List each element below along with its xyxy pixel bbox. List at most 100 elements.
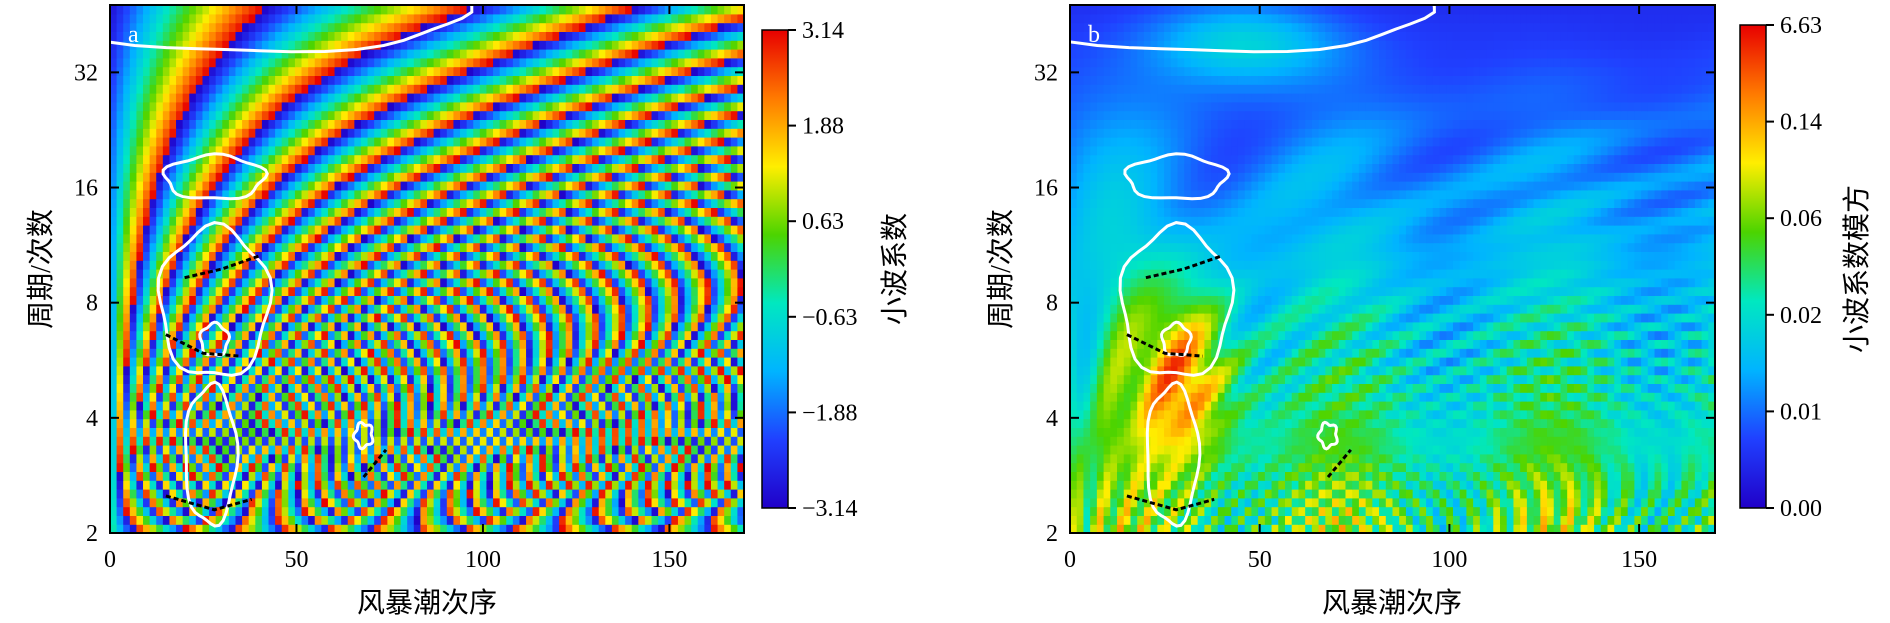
heatmap-cell	[499, 515, 507, 525]
heatmap-cell	[129, 480, 138, 490]
heatmap-cell	[189, 348, 197, 358]
heatmap-cell	[664, 383, 672, 393]
heatmap-cell	[605, 392, 613, 402]
heatmap-cell	[598, 427, 606, 437]
heatmap-cell	[202, 233, 210, 244]
heatmap-cell	[380, 374, 388, 384]
heatmap-cell	[565, 471, 573, 481]
heatmap-cell	[552, 75, 560, 85]
heatmap-cell	[512, 75, 521, 85]
heatmap-cell	[697, 313, 705, 323]
heatmap-cell	[275, 172, 283, 182]
heatmap-cell	[585, 330, 593, 340]
heatmap-cell	[407, 497, 415, 508]
heatmap-cell	[479, 330, 488, 340]
heatmap-cell	[327, 145, 336, 156]
heatmap-cell	[479, 374, 488, 384]
heatmap-cell	[347, 524, 355, 533]
heatmap-cell	[354, 172, 362, 182]
heatmap-cell	[129, 489, 138, 499]
heatmap-cell	[598, 242, 606, 252]
heatmap-cell	[129, 128, 138, 138]
heatmap-cell	[592, 233, 600, 244]
heatmap-cell	[308, 181, 316, 191]
heatmap-cell	[308, 251, 316, 261]
heatmap-cell	[110, 445, 118, 455]
heatmap-cell	[730, 242, 738, 252]
heatmap-cell	[479, 128, 488, 138]
heatmap-cell	[446, 128, 455, 138]
heatmap-cell	[374, 409, 382, 420]
heatmap-cell	[460, 189, 468, 200]
heatmap-cell	[644, 365, 653, 376]
heatmap-cell	[420, 233, 428, 244]
heatmap-cell	[387, 304, 395, 314]
heatmap-cell	[526, 304, 534, 314]
heatmap-cell	[334, 242, 342, 252]
heatmap-cell	[578, 101, 587, 112]
heatmap-cell	[598, 392, 606, 402]
heatmap-cell	[717, 154, 725, 164]
heatmap-cell	[143, 401, 151, 411]
heatmap-cell	[618, 198, 626, 208]
heatmap-cell	[598, 137, 606, 147]
heatmap-cell	[407, 295, 415, 305]
heatmap-cell	[618, 304, 626, 314]
heatmap-cell	[710, 524, 719, 533]
heatmap-cell	[446, 277, 455, 288]
heatmap-cell	[473, 304, 481, 314]
heatmap-cell	[261, 225, 270, 235]
heatmap-cell	[539, 260, 547, 270]
heatmap-cell	[512, 374, 521, 384]
heatmap-cell	[453, 365, 461, 376]
heatmap-cell	[209, 392, 217, 402]
heatmap-cell	[327, 75, 336, 85]
heatmap-cell	[684, 216, 692, 226]
heatmap-cell	[625, 357, 633, 367]
heatmap-cell	[605, 189, 613, 200]
heatmap-cell	[242, 163, 250, 173]
heatmap-cell	[301, 75, 309, 85]
heatmap-cell	[341, 137, 349, 147]
heatmap-cell	[110, 339, 118, 349]
heatmap-cell	[724, 110, 732, 120]
heatmap-cell	[195, 418, 204, 428]
heatmap-cell	[261, 84, 270, 94]
heatmap-cell	[737, 295, 744, 305]
heatmap-cell	[532, 365, 540, 376]
heatmap-cell	[611, 198, 620, 208]
heatmap-cell	[129, 269, 138, 279]
heatmap-cell	[677, 497, 686, 508]
heatmap-cell	[301, 427, 309, 437]
heatmap-cell	[294, 295, 303, 305]
heatmap-cell	[677, 321, 686, 332]
heatmap-cell	[664, 506, 672, 516]
heatmap-cell	[123, 154, 131, 164]
heatmap-cell	[644, 445, 653, 455]
heatmap-cell	[433, 304, 441, 314]
heatmap-cell	[393, 392, 402, 402]
heatmap-cell	[228, 295, 237, 305]
heatmap-cell	[724, 348, 732, 358]
heatmap-cell	[605, 137, 613, 147]
heatmap-cell	[671, 506, 679, 516]
heatmap-cell	[717, 321, 725, 332]
heatmap-cell	[268, 418, 276, 428]
heatmap-cell	[341, 506, 349, 516]
heatmap-cell	[717, 436, 725, 446]
heatmap-cell	[592, 365, 600, 376]
heatmap-cell	[710, 101, 719, 112]
heatmap-cell	[110, 251, 118, 261]
heatmap-cell	[539, 207, 547, 217]
heatmap-cell	[704, 462, 712, 472]
heatmap-cell	[446, 392, 455, 402]
heatmap-cell	[189, 225, 197, 235]
heatmap-cell	[407, 348, 415, 358]
heatmap-cell	[453, 172, 461, 182]
heatmap-cell	[598, 110, 606, 120]
heatmap-cell	[473, 198, 481, 208]
heatmap-cell	[209, 357, 217, 367]
heatmap-cell	[710, 198, 719, 208]
heatmap-cell	[149, 339, 157, 349]
heatmap-cell	[677, 392, 686, 402]
